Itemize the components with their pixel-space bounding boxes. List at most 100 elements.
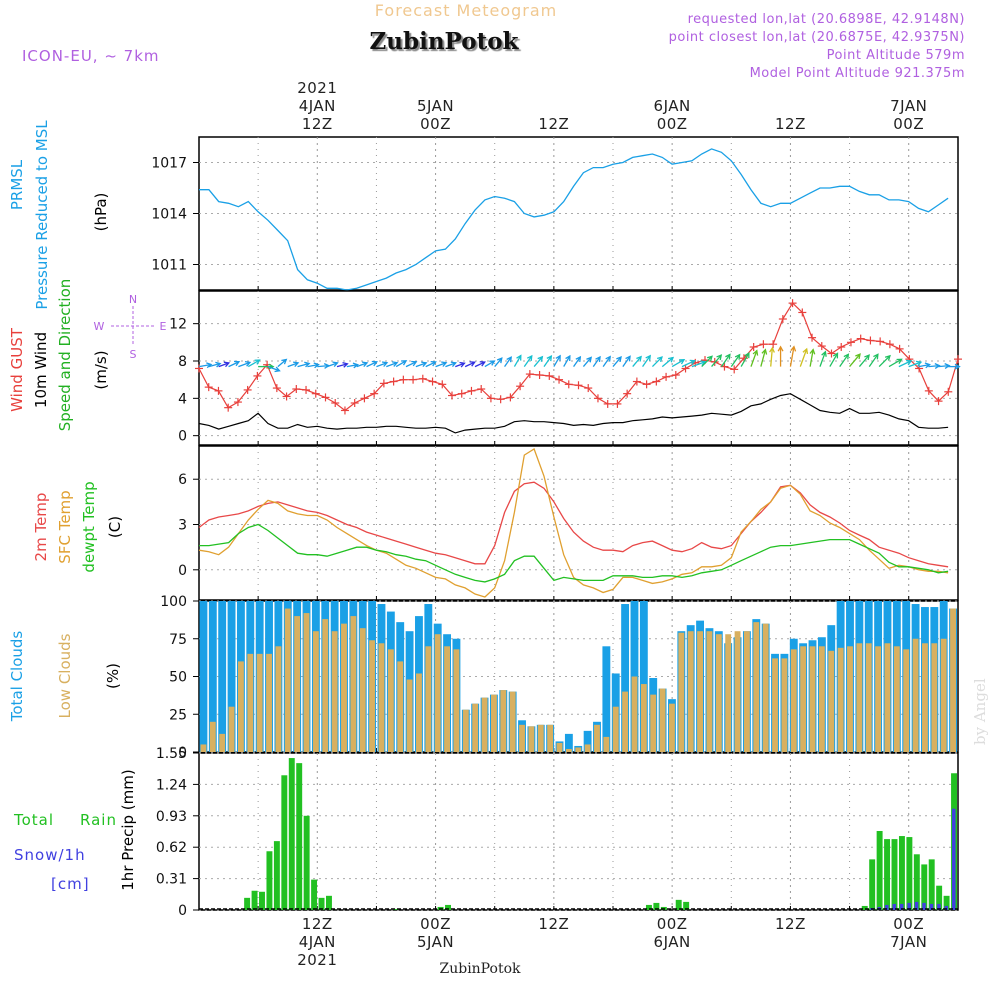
top-time-label: 00Z [893, 115, 924, 133]
rain-bar [251, 890, 258, 910]
y-tick-label: 3 [178, 518, 187, 534]
low-cloud-bar [537, 724, 544, 752]
snow-bar [944, 905, 949, 910]
wind-direction-arrow [287, 362, 299, 368]
wind-direction-arrowhead [716, 354, 723, 361]
low-cloud-bar [650, 694, 657, 752]
wind-direction-arrowhead [855, 353, 861, 360]
temp-unit-label: (C) [106, 516, 124, 538]
compass-icon: N E S W [94, 293, 167, 361]
low-cloud-bar [350, 616, 357, 752]
low-cloud-bar [865, 643, 872, 752]
wind-direction-arrowhead [896, 358, 903, 364]
snow-bar [885, 904, 889, 910]
bottom-time-label: 2021 [297, 951, 337, 969]
wind-direction-arrowhead [371, 360, 378, 367]
wind-direction-arrowhead [744, 352, 750, 359]
y-tick-label: 25 [169, 707, 187, 723]
y-tick-label: 0.31 [156, 872, 187, 888]
wind-direction-arrowhead [469, 361, 476, 367]
bottom-time-label: 6JAN [654, 933, 691, 951]
total-label: Total [13, 811, 54, 829]
wind-direction-arrow [336, 363, 348, 368]
wind-direction-arrowhead [821, 350, 827, 357]
wind-direction-arrowhead [342, 362, 349, 368]
rain-bar [281, 775, 288, 910]
wind-direction-arrow [405, 361, 417, 368]
snow-bar [952, 808, 956, 910]
low-cloud-bar [837, 647, 844, 752]
wind-direction-arrowhead [281, 358, 288, 365]
wind-direction-arrow [858, 354, 870, 368]
low-cloud-bar [266, 653, 272, 752]
wind-direction-arrow [317, 364, 329, 368]
rain-bar [311, 879, 318, 910]
wind-direction-arrowhead [616, 355, 622, 363]
low-cloud-bar [800, 646, 807, 752]
panel-pressure: 1011 1014 1017 [151, 136, 959, 291]
low-cloud-bar [603, 736, 610, 752]
snow-bar [922, 902, 926, 910]
low-cloud-bar [781, 658, 788, 752]
bottom-time-label: 7JAN [890, 933, 927, 951]
wind-direction-arrowhead [223, 361, 231, 368]
low-cloud-bar [772, 658, 778, 752]
wind-direction-arrow [228, 361, 240, 368]
low-cloud-bar [237, 661, 244, 752]
wind-direction-arrowhead [274, 366, 281, 373]
wind-direction-arrowhead [843, 353, 850, 360]
compass-w-label: W [94, 320, 105, 333]
wind-direction-arrow [218, 362, 230, 368]
wind-direction-arrowhead [689, 359, 696, 366]
wind-direction-arrowhead [516, 354, 522, 361]
total-cloud-bar [199, 601, 208, 752]
wind-direction-arrow [819, 351, 826, 367]
wind-direction-arrow [868, 353, 879, 367]
wind-direction-arrow [849, 353, 861, 368]
low-cloud-bar [715, 634, 722, 752]
low-cloud-bar [406, 679, 413, 752]
snow-bar [907, 902, 911, 910]
low-cloud-bar [762, 623, 769, 752]
wind-direction-arrow [661, 357, 674, 368]
snow-unit-label: [cm] [51, 875, 90, 893]
wind-direction-arrow [346, 364, 358, 368]
wind-gust-label: Wind GUST [8, 327, 26, 412]
low-cloud-bar [734, 631, 741, 752]
panel-temperature: 0 3 6 [178, 445, 959, 601]
wind-direction-arrow [602, 356, 611, 367]
low-cloud-bar [743, 631, 750, 752]
wind-direction-arrow [504, 356, 512, 367]
t2m-label: 2m Temp [32, 493, 50, 562]
wind-direction-arrow [523, 355, 533, 367]
pressure-unit-label: (hPa) [92, 193, 110, 232]
snow-bar [929, 903, 934, 910]
wind-direction-arrow [799, 348, 808, 367]
wind-direction-arrow [395, 360, 407, 368]
wind-direction-arrowhead [656, 356, 663, 363]
wind-direction-arrow [474, 361, 486, 368]
model-altitude: Model Point Altitude 921.375m [750, 66, 965, 81]
total-cloud-bar [639, 601, 648, 752]
pressure-msl-label: Pressure Reduced to MSL [33, 120, 51, 310]
rain-bar [445, 904, 451, 910]
low-cloud-bar [931, 643, 938, 752]
y-tick-label: 1.55 [156, 746, 187, 762]
wind-direction-arrow [711, 354, 722, 368]
wind-direction-arrow [553, 355, 561, 367]
low-cloud-bar [500, 690, 507, 752]
wind-direction-arrow [582, 356, 592, 368]
bottom-time-label: 4JAN [299, 933, 336, 951]
y-tick-label: 0 [178, 745, 187, 761]
low-cloud-bar [284, 608, 291, 752]
wind-direction-arrowhead [915, 360, 923, 367]
rain-bar [653, 902, 660, 910]
wind-direction-arrowhead [411, 360, 418, 367]
wind-direction-arrow [789, 346, 795, 367]
wind-direction-arrowhead [496, 357, 503, 364]
wind-direction-arrowhead [450, 361, 458, 368]
total-cloud-bar [227, 601, 236, 752]
wind-direction-arrow [455, 362, 465, 368]
wind-direction-arrow [238, 361, 251, 368]
wind-direction-arrowhead [802, 347, 809, 355]
